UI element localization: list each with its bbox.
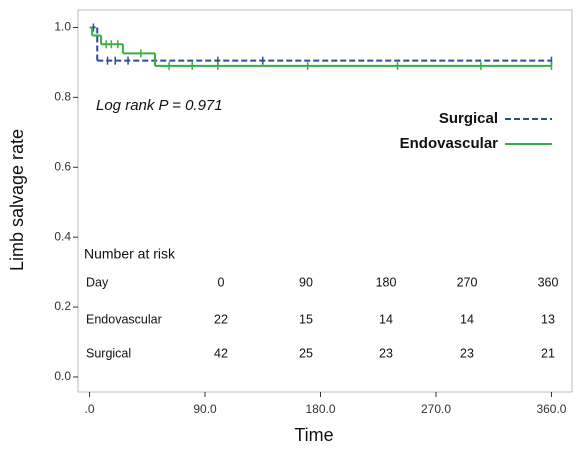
x-tick-label: .0: [85, 402, 95, 416]
x-axis-title: Time: [294, 425, 333, 445]
legend-label: Endovascular: [400, 135, 499, 152]
x-tick-label: 180.0: [305, 402, 335, 416]
annotation: Log rank P = 0.971: [96, 97, 223, 114]
y-tick-label: 0.2: [54, 299, 71, 313]
risk-day: 180: [376, 275, 397, 289]
risk-value: 42: [214, 346, 228, 360]
risk-row-label: Endovascular: [86, 312, 162, 326]
legend-label: Surgical: [439, 110, 498, 127]
y-tick-label: 0.8: [54, 90, 71, 104]
x-tick-label: 270.0: [421, 402, 451, 416]
plot-frame: [77, 9, 573, 393]
risk-value: 22: [214, 312, 228, 326]
risk-value: 14: [460, 312, 474, 326]
risk-header-label: Day: [86, 275, 109, 289]
risk-value: 23: [460, 346, 474, 360]
risk-day: 0: [218, 275, 225, 289]
x-tick-label: 90.0: [193, 402, 217, 416]
x-tick-label: 360.0: [536, 402, 566, 416]
y-tick-label: 1.0: [54, 20, 71, 34]
risk-table-title: Number at risk: [84, 246, 176, 262]
risk-row-label: Surgical: [86, 346, 131, 360]
risk-value: 13: [541, 312, 555, 326]
risk-value: 15: [299, 312, 313, 326]
risk-day: 90: [299, 275, 313, 289]
risk-day: 270: [457, 275, 478, 289]
risk-day: 360: [538, 275, 559, 289]
risk-value: 21: [541, 346, 555, 360]
y-tick-label: 0.6: [54, 159, 71, 173]
y-tick-label: 0.4: [54, 229, 71, 243]
risk-value: 23: [379, 346, 393, 360]
y-tick-label: 0.0: [54, 369, 71, 383]
risk-value: 25: [299, 346, 313, 360]
y-axis-title: Limb salvage rate: [7, 129, 27, 271]
risk-value: 14: [379, 312, 393, 326]
